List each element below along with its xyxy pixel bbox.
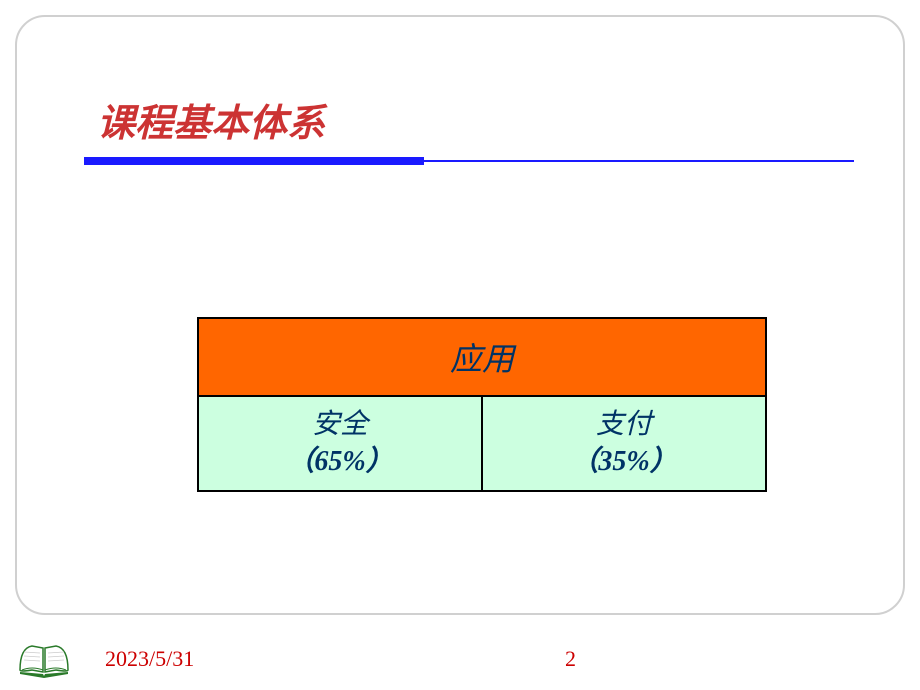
cell-percent-security: （65%） bbox=[286, 446, 393, 477]
cell-percent-payment: （35%） bbox=[570, 446, 677, 477]
underline-thick-segment bbox=[84, 157, 424, 165]
footer-date: 2023/5/31 bbox=[105, 646, 194, 672]
footer-page-number: 2 bbox=[565, 646, 576, 672]
cell-label-security: 安全 bbox=[312, 409, 368, 440]
table-cell-payment: 支付 （35%） bbox=[482, 396, 766, 491]
table-header-label: 应用 bbox=[450, 341, 514, 377]
book-icon bbox=[18, 640, 70, 678]
underline-thin-segment bbox=[424, 160, 854, 162]
slide-title: 课程基本体系 bbox=[97, 92, 325, 147]
cell-label-payment: 支付 bbox=[596, 409, 652, 440]
table-header-cell: 应用 bbox=[198, 318, 766, 396]
slide-frame: 课程基本体系 应用 安全 （65%） 支付 （35%） bbox=[15, 15, 905, 615]
course-structure-table: 应用 安全 （65%） 支付 （35%） bbox=[197, 317, 767, 492]
title-underline bbox=[84, 157, 854, 165]
table-cell-security: 安全 （65%） bbox=[198, 396, 482, 491]
